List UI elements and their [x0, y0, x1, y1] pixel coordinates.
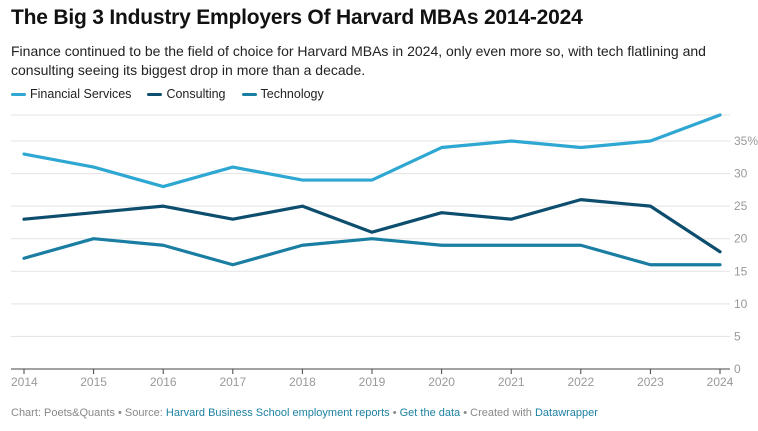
chart-legend: Financial Services Consulting Technology — [11, 87, 340, 101]
source-link[interactable]: Harvard Business School employment repor… — [165, 407, 390, 419]
footer-source-prefix: Source: — [124, 407, 166, 419]
y-tick-label: 20 — [734, 232, 748, 246]
get-data-link[interactable]: Get the data — [399, 407, 461, 419]
x-tick-label: 2022 — [567, 375, 594, 389]
legend-item: Technology — [241, 87, 324, 101]
legend-label: Financial Services — [30, 87, 132, 101]
legend-swatch — [241, 92, 257, 96]
x-tick-label: 2020 — [428, 375, 455, 389]
x-tick-label: 2014 — [11, 375, 38, 389]
series-line-financial-services — [22, 113, 722, 189]
legend-item: Consulting — [147, 87, 226, 101]
legend-item: Financial Services — [11, 87, 131, 101]
y-tick-label: 15 — [734, 264, 748, 278]
x-tick-label: 2023 — [637, 375, 664, 389]
y-tick-label: 10 — [734, 297, 748, 311]
gridlines — [11, 114, 730, 370]
y-tick-label: 5 — [734, 329, 741, 343]
legend-label: Technology — [260, 87, 324, 101]
x-axis-ticks: 2014 2015 2016 2017 2018 2019 2020 2021 2022 2023… — [11, 369, 734, 389]
series-lines — [22, 113, 722, 267]
x-tick-label: 2021 — [498, 375, 525, 389]
x-tick-label: 2017 — [219, 375, 246, 389]
legend-swatch — [147, 92, 163, 96]
y-tick-label: 25 — [734, 199, 748, 213]
footer-separator: • — [460, 407, 471, 419]
y-tick-label: 30 — [734, 167, 748, 181]
legend-label: Consulting — [166, 87, 226, 101]
x-tick-label: 2016 — [150, 375, 177, 389]
footer-credit: Chart: Poets&Quants — [11, 407, 115, 419]
chart-footer: Chart: Poets&Quants • Source: Harvard Bu… — [11, 407, 598, 419]
chart-title: The Big 3 Industry Employers Of Harvard … — [11, 6, 583, 29]
series-line-consulting — [22, 198, 722, 254]
datawrapper-link[interactable]: Datawrapper — [534, 407, 598, 419]
chart-subtitle: Finance continued to be the field of cho… — [11, 43, 706, 78]
x-tick-label: 2015 — [80, 375, 107, 389]
y-axis-ticks: 35% 30 25 20 15 10 5 0 — [734, 134, 758, 376]
footer-separator: • — [389, 407, 400, 419]
legend-swatch — [11, 92, 26, 96]
x-tick-label: 2024 — [707, 375, 734, 389]
y-tick-label: 0 — [734, 362, 741, 376]
footer-created-prefix: Created with — [470, 407, 535, 419]
x-tick-label: 2018 — [289, 375, 316, 389]
footer-separator: • — [114, 407, 125, 419]
x-tick-label: 2019 — [359, 375, 386, 389]
series-line-technology — [22, 237, 722, 267]
y-tick-label: 35% — [734, 134, 758, 148]
